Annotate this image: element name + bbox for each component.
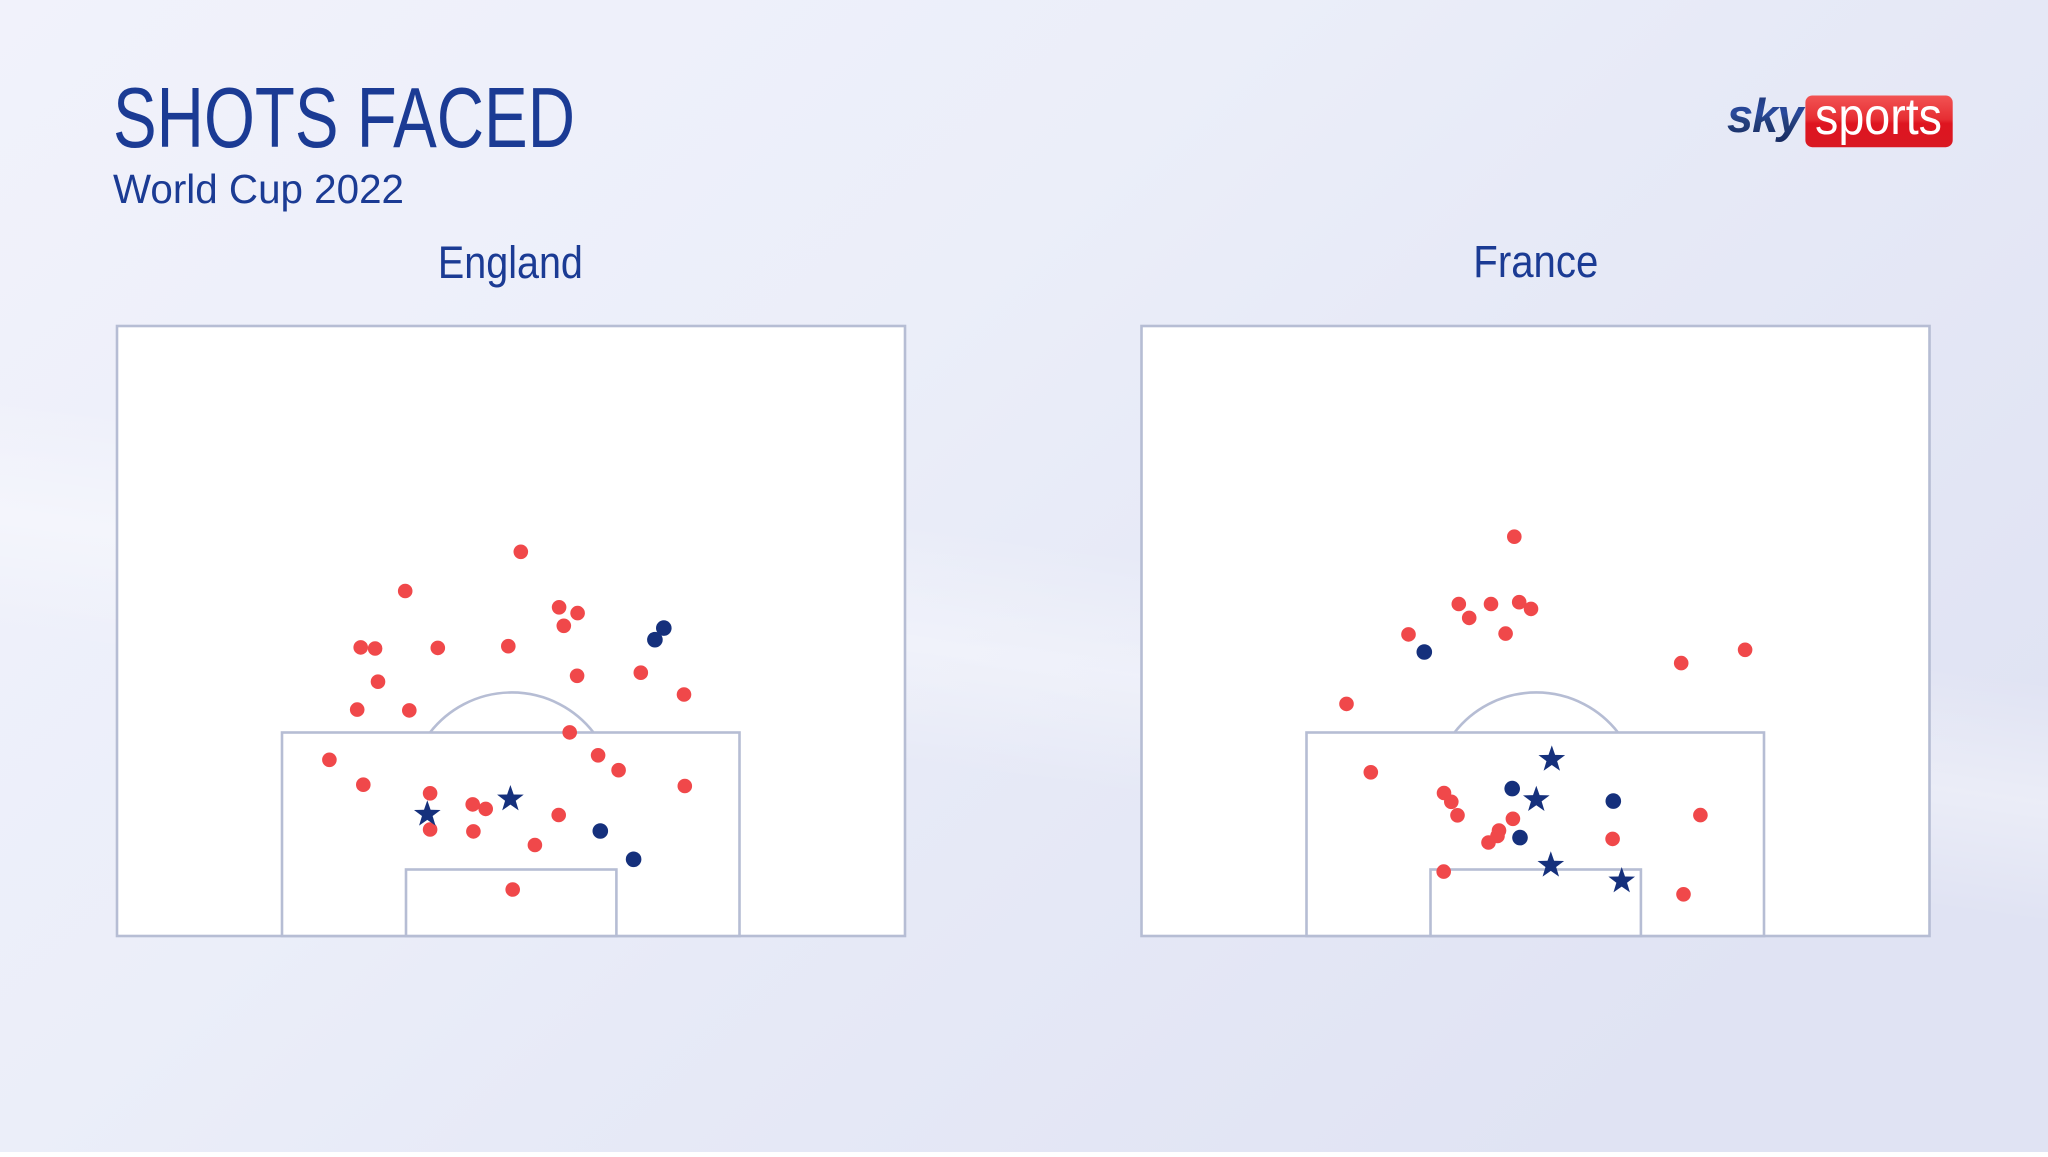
svg-text:France: France: [1473, 236, 1598, 287]
svg-text:SHOTS FACED: SHOTS FACED: [113, 71, 575, 166]
svg-text:sky: sky: [1727, 89, 1806, 142]
svg-text:England: England: [438, 237, 583, 288]
svg-text:World Cup 2022: World Cup 2022: [113, 166, 404, 212]
svg-text:sports: sports: [1815, 88, 1942, 146]
